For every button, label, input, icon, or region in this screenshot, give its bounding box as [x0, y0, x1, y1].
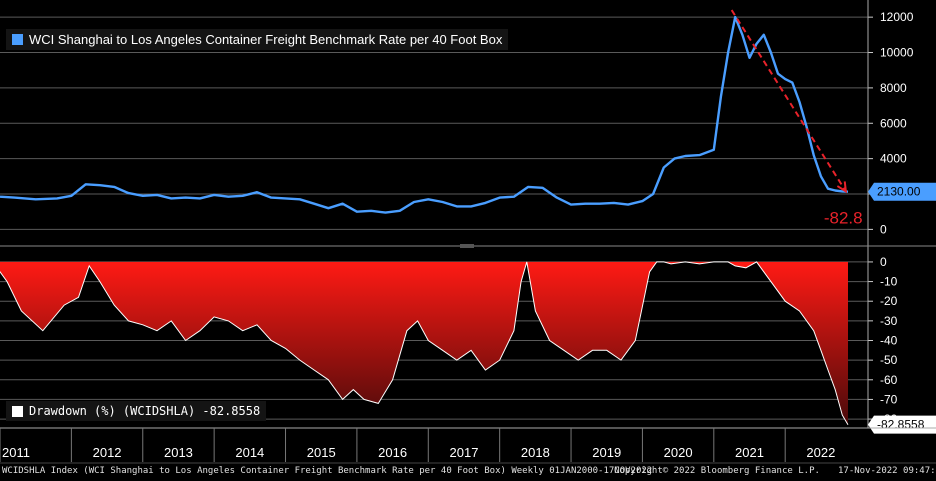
y-tick-label: -10	[880, 275, 898, 289]
y-tick-label: 0	[880, 255, 887, 269]
annotation-arrow	[730, 9, 847, 192]
axes: 0200040006000800010000120000-10-20-30-40…	[0, 0, 936, 434]
last-value-badge	[868, 182, 936, 201]
x-tick-label: 2014	[235, 445, 264, 460]
legend-swatch-white	[12, 405, 23, 417]
x-tick-label: 2011	[2, 445, 30, 460]
x-tick-label: 2020	[664, 445, 693, 460]
annotation-arrowhead	[836, 181, 848, 194]
y-tick-label: 4000	[880, 152, 907, 166]
y-tick-label: 8000	[880, 81, 907, 95]
legend-swatch-blue	[12, 34, 23, 45]
y-tick-label: 0	[880, 222, 887, 236]
x-tick-label: 2022	[806, 445, 835, 460]
gridlines	[0, 16, 868, 420]
last-value-badge	[868, 415, 936, 434]
panel-splitter-handle	[460, 244, 474, 248]
y-tick-label: 6000	[880, 116, 907, 130]
footer-copyright: Copyright© 2022 Bloomberg Finance L.P.	[614, 466, 820, 476]
legend-freight-rate[interactable]: WCI Shanghai to Los Angeles Container Fr…	[6, 29, 509, 50]
x-tick-label: 2016	[378, 445, 407, 460]
footer-description: WCIDSHLA Index (WCI Shanghai to Los Ange…	[2, 466, 653, 476]
x-tick-label: 2018	[521, 445, 550, 460]
x-tick-label: 2012	[93, 445, 122, 460]
y-tick-label: -30	[880, 314, 898, 328]
y-tick-label: -40	[880, 334, 898, 348]
x-axis: 2011 2012 2013 2014 2015 2016 2017 2018 2019 2020…	[0, 427, 936, 464]
series-area-drawdown	[0, 261, 848, 425]
y-tick-label: -20	[880, 294, 898, 308]
freight-rate-panel: -82.8	[0, 9, 863, 227]
y-tick-label: -70	[880, 392, 898, 406]
last-value-label: 2130.00	[877, 185, 921, 199]
series-line-freight-rate	[0, 15, 849, 214]
legend-label: Drawdown (%) (WCIDSHLA) -82.8558	[29, 404, 261, 418]
y-tick-label: -50	[880, 353, 898, 367]
x-tick-label: 2013	[164, 445, 193, 460]
y-tick-label: 12000	[880, 10, 914, 24]
x-tick-label: 2021	[735, 445, 764, 460]
annotation-label: -82.8	[824, 208, 863, 227]
footer-timestamp: 17-Nov-2022 09:47:54	[838, 466, 936, 476]
last-value-label: -82.8558	[877, 418, 925, 432]
x-tick-label: 2017	[450, 445, 479, 460]
x-tick-label: 2019	[592, 445, 621, 460]
x-tick-label: 2015	[307, 445, 336, 460]
series-line-drawdown	[0, 261, 849, 425]
drawdown-panel	[0, 261, 849, 425]
legend-drawdown[interactable]: Drawdown (%) (WCIDSHLA) -82.8558	[6, 401, 267, 421]
y-tick-label: 10000	[880, 46, 914, 60]
y-tick-label: -60	[880, 373, 898, 387]
legend-label: WCI Shanghai to Los Angeles Container Fr…	[29, 32, 503, 47]
